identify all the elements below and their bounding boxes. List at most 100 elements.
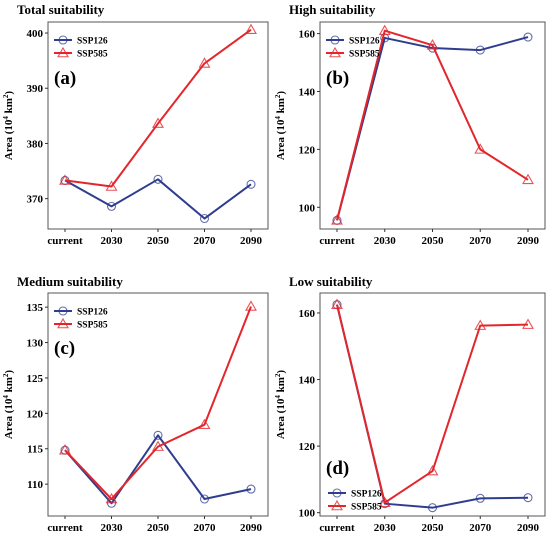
plot-frame xyxy=(319,292,546,517)
y-axis-label-part: 4 xyxy=(274,116,282,120)
x-tick-label: current xyxy=(319,235,355,247)
y-axis-label-part: 4 xyxy=(2,395,10,399)
legend-label: SSP585 xyxy=(349,50,380,60)
legend-label: SSP126 xyxy=(77,37,108,47)
y-tick-label: 125 xyxy=(27,373,44,385)
y-axis-label-part: 4 xyxy=(274,395,282,399)
y-tick-label: 120 xyxy=(27,408,44,420)
series-line xyxy=(64,306,252,501)
y-axis-label-part: Area (10 xyxy=(3,119,15,160)
plot-frame xyxy=(47,21,269,230)
y-axis-label: Area (104 km2) xyxy=(2,370,15,439)
plot-frame xyxy=(47,292,269,517)
series-line xyxy=(336,304,529,504)
legend-label: SSP126 xyxy=(349,37,380,47)
x-tick-label: 2090 xyxy=(240,235,263,247)
data-point xyxy=(523,493,533,503)
y-tick-label: 100 xyxy=(299,508,316,520)
data-point xyxy=(474,143,487,154)
series-line xyxy=(64,434,252,505)
x-tick-label: 2030 xyxy=(101,235,124,247)
data-point xyxy=(152,440,164,451)
x-tick-label: 2050 xyxy=(422,522,445,534)
data-point xyxy=(245,23,257,35)
data-point xyxy=(378,24,391,35)
panel-title: Medium suitability xyxy=(17,274,123,289)
x-tick-label: 2050 xyxy=(147,522,170,534)
panel-letter: (c) xyxy=(54,338,75,359)
legend-label: SSP585 xyxy=(351,503,382,513)
data-point xyxy=(59,444,71,455)
series-ssp585 xyxy=(59,300,257,504)
series-ssp126 xyxy=(60,174,256,224)
y-axis-label-part: 2 xyxy=(274,373,282,377)
legend-marker xyxy=(58,306,68,316)
y-tick-label: 400 xyxy=(27,28,44,40)
y-tick-label: 120 xyxy=(299,441,316,453)
data-point xyxy=(331,214,343,225)
data-point xyxy=(198,418,211,429)
data-point xyxy=(427,503,438,513)
y-axis-label-part: ) xyxy=(275,370,287,374)
y-tick-label: 390 xyxy=(27,83,44,95)
data-point xyxy=(522,173,534,185)
x-tick-label: 2070 xyxy=(469,522,492,534)
series-ssp585 xyxy=(331,24,534,225)
y-tick-label: 100 xyxy=(299,202,316,214)
x-tick-label: 2070 xyxy=(469,235,492,247)
y-axis-label-part: ) xyxy=(3,370,15,374)
y-axis-label-part: ) xyxy=(275,91,287,95)
data-point xyxy=(106,201,117,211)
y-tick-label: 140 xyxy=(299,86,316,98)
legend-marker xyxy=(330,35,340,45)
legend-marker xyxy=(57,46,69,58)
x-tick-label: 2030 xyxy=(374,235,397,247)
data-point xyxy=(475,493,485,503)
series-line xyxy=(336,29,529,221)
data-point xyxy=(426,39,439,50)
panel-title: Total suitability xyxy=(17,2,105,17)
panel-letter: (b) xyxy=(326,68,349,89)
panel-title: Low suitability xyxy=(289,274,373,289)
data-point xyxy=(105,180,118,191)
panel-2: High suitability 100 120 140 160 current 2030 2… xyxy=(274,2,546,247)
legend: SSP126 SSP585 xyxy=(54,35,108,60)
y-axis-label-part: 2 xyxy=(2,94,10,98)
x-tick-label: current xyxy=(319,522,355,534)
panel-1: Total suitability 370 380 390 400 current 2030… xyxy=(2,2,269,247)
data-point xyxy=(523,32,533,42)
x-tick-label: current xyxy=(47,235,83,247)
data-point xyxy=(152,117,164,128)
data-point xyxy=(475,45,485,55)
data-point xyxy=(153,174,163,184)
legend-label: SSP126 xyxy=(351,490,382,500)
legend-label: SSP585 xyxy=(77,321,108,331)
data-point xyxy=(378,496,391,507)
legend-marker xyxy=(331,499,343,511)
x-tick-label: 2050 xyxy=(422,235,445,247)
legend-marker xyxy=(329,46,341,58)
panel-title: High suitability xyxy=(289,2,376,17)
y-axis-label-part: km xyxy=(3,377,15,395)
y-axis-label-part: km xyxy=(275,98,287,116)
x-tick-label: 2070 xyxy=(194,522,217,534)
y-axis-label-part: ) xyxy=(3,91,15,95)
legend: SSP126 SSP585 xyxy=(326,35,380,60)
plot-frame xyxy=(319,21,546,230)
x-tick-label: current xyxy=(47,522,83,534)
data-point xyxy=(105,492,118,504)
y-tick-label: 160 xyxy=(299,308,316,320)
panel-letter: (a) xyxy=(54,68,76,89)
legend-marker xyxy=(332,488,342,498)
y-tick-label: 135 xyxy=(27,302,44,314)
legend-label: SSP585 xyxy=(77,50,108,60)
data-point xyxy=(199,213,210,224)
legend: SSP126 SSP585 xyxy=(328,488,382,513)
panel-4: Low suitability 100 120 140 160 current 2030 20… xyxy=(274,274,546,534)
data-point xyxy=(246,179,256,189)
y-axis-label-part: km xyxy=(3,98,15,116)
x-tick-label: 2090 xyxy=(240,522,263,534)
y-axis-label-part: 2 xyxy=(274,94,282,98)
data-point xyxy=(153,430,163,440)
